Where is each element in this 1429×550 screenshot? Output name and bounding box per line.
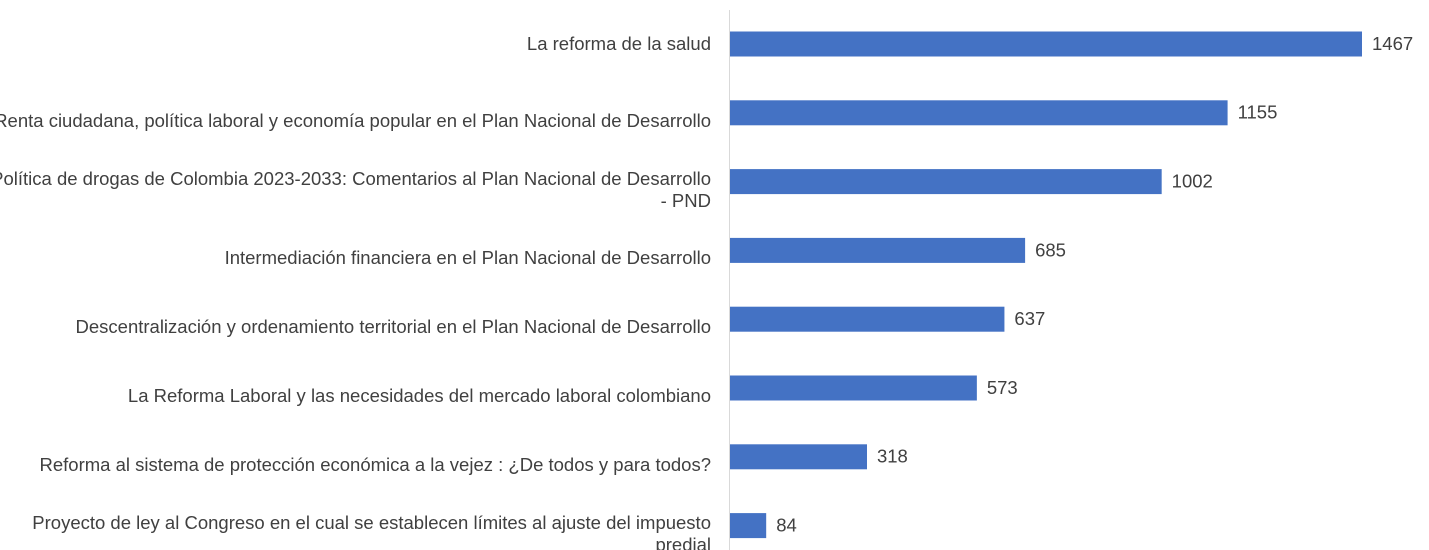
bar bbox=[730, 237, 1026, 263]
value-label: 637 bbox=[1014, 308, 1045, 329]
value-label: 318 bbox=[877, 446, 908, 467]
value-label: 1002 bbox=[1172, 170, 1213, 191]
bar bbox=[730, 100, 1228, 126]
bar bbox=[730, 306, 1005, 332]
value-label: 573 bbox=[987, 377, 1018, 398]
value-label: 685 bbox=[1035, 239, 1066, 260]
category-label: Reforma al sistema de protección económi… bbox=[39, 453, 711, 475]
category-label: Descentralización y ordenamiento territo… bbox=[75, 316, 712, 338]
bar bbox=[730, 513, 767, 539]
value-label: 1467 bbox=[1372, 33, 1413, 54]
bar bbox=[730, 444, 867, 470]
bar bbox=[730, 375, 977, 401]
category-label: Política de drogas de Colombia 2023-2033… bbox=[0, 167, 711, 211]
bar bbox=[730, 169, 1162, 195]
category-label: Proyecto de ley al Congreso en el cual s… bbox=[32, 511, 711, 550]
category-label: La Reforma Laboral y las necesidades del… bbox=[127, 385, 711, 406]
category-label: Intermediación financiera en el Plan Nac… bbox=[224, 247, 711, 269]
value-label: 1155 bbox=[1238, 102, 1278, 123]
bar bbox=[730, 31, 1362, 57]
value-label: 84 bbox=[776, 514, 797, 535]
category-label: Renta ciudadana, política laboral y econ… bbox=[0, 109, 711, 131]
category-label: La reforma de la salud bbox=[526, 33, 711, 54]
